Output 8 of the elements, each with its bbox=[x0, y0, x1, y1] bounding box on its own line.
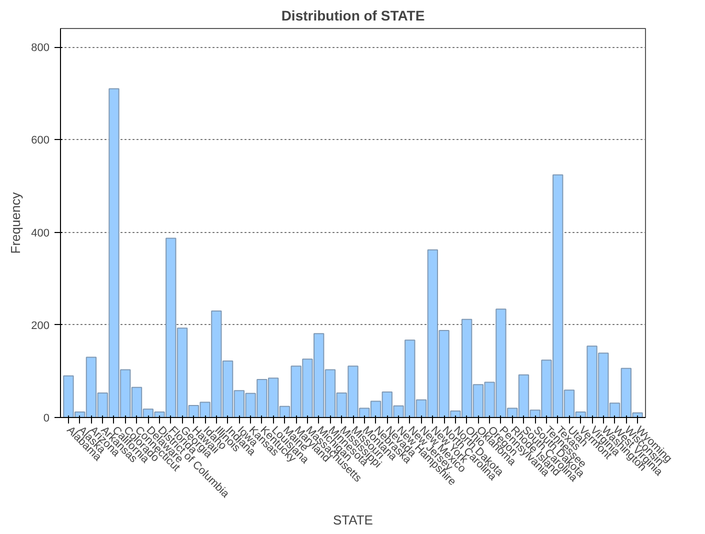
y-tick-label: 800 bbox=[31, 42, 50, 54]
y-tick-label: 0 bbox=[43, 412, 50, 424]
chart-title: Distribution of STATE bbox=[281, 8, 425, 24]
y-tick-label: 600 bbox=[31, 134, 50, 147]
y-axis-title: Frequency bbox=[8, 192, 24, 254]
y-tick-label: 200 bbox=[31, 320, 50, 332]
y-tick-label: 400 bbox=[31, 227, 50, 240]
x-axis-title: STATE bbox=[333, 512, 374, 528]
